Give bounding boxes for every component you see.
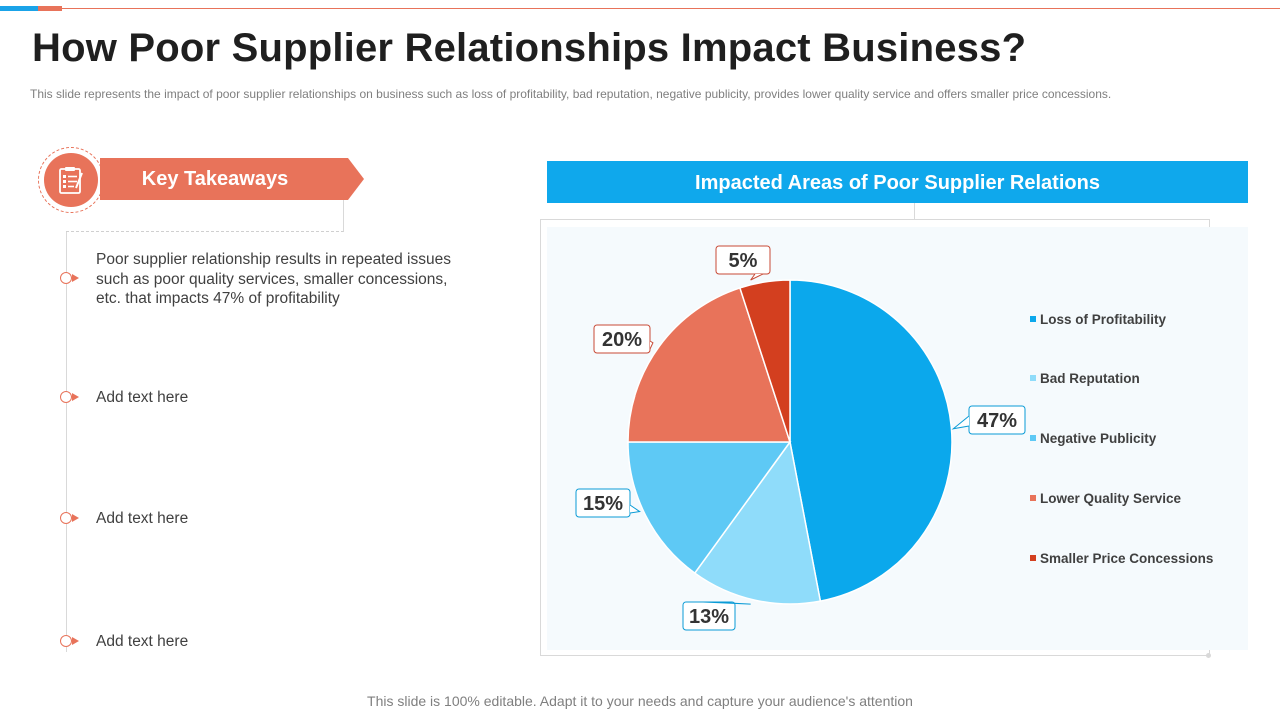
pie-slice-loss-of-profitability	[789, 279, 953, 603]
legend-item-lower-quality-service: Lower Quality Service	[1030, 491, 1181, 506]
takeaway-item: Add text here	[96, 510, 189, 527]
takeaways-heading: Key Takeaways	[141, 168, 289, 190]
pie-slice-smaller-price-concessions	[738, 279, 791, 443]
legend-item-loss-of-profitability: Loss of Profitability	[1030, 312, 1166, 327]
takeaways-icon-badge	[44, 153, 98, 207]
frame-dot	[1206, 653, 1211, 658]
top-rule	[0, 8, 1280, 9]
data-label-text: 47%	[977, 410, 1017, 432]
takeaway-item: Add text here	[96, 389, 189, 406]
checklist-icon	[59, 167, 83, 194]
legend-swatch	[1030, 555, 1036, 561]
legend-swatch	[1030, 495, 1036, 501]
data-label-text: 15%	[583, 493, 623, 515]
bullet-marker	[60, 512, 82, 524]
chart-title: Impacted Areas of Poor Supplier Relation…	[547, 161, 1248, 203]
data-label-pointer	[649, 340, 654, 350]
bullet-marker	[60, 272, 82, 284]
chart-frame-connector	[914, 203, 915, 219]
data-label-pointer	[951, 415, 970, 430]
data-label-negative-publicity: 15%	[575, 488, 641, 518]
legend-item-smaller-price-concessions: Smaller Price Concessions	[1030, 551, 1213, 566]
data-label-box	[593, 324, 651, 354]
data-label-text: 5%	[729, 250, 758, 272]
data-label-box	[575, 488, 631, 518]
legend-label: Smaller Price Concessions	[1040, 551, 1214, 566]
legend-label: Lower Quality Service	[1040, 491, 1182, 506]
legend-label: Bad Reputation	[1040, 371, 1140, 386]
data-label-smaller-price-concessions: 5%	[715, 245, 771, 281]
page-title: How Poor Supplier Relationships Impact B…	[32, 26, 1027, 70]
pie-slice-bad-reputation	[693, 440, 822, 605]
data-label-box	[715, 245, 771, 275]
legend-item-bad-reputation: Bad Reputation	[1030, 371, 1140, 386]
legend-swatch	[1030, 375, 1036, 381]
legend-label: Loss of Profitability	[1040, 312, 1167, 327]
top-accent-blue	[0, 6, 38, 11]
takeaways-timeline	[66, 232, 67, 652]
footer-note: This slide is 100% editable. Adapt it to…	[367, 693, 913, 709]
takeaways-bracket	[66, 200, 344, 232]
legend-item-negative-publicity: Negative Publicity	[1030, 431, 1156, 446]
data-label-bad-reputation: 13%	[682, 601, 751, 631]
page-subtitle: This slide represents the impact of poor…	[30, 87, 1112, 101]
legend-label: Negative Publicity	[1040, 431, 1157, 446]
takeaway-item: Add text here	[96, 633, 189, 650]
pie-slice-negative-publicity	[627, 441, 792, 575]
bullet-marker	[60, 391, 82, 403]
data-label-pointer	[750, 273, 764, 281]
data-label-pointer	[702, 601, 751, 605]
data-label-pointer	[629, 504, 641, 514]
data-label-text: 20%	[602, 329, 642, 351]
bullet-marker	[60, 635, 82, 647]
takeaways-banner	[100, 158, 364, 200]
data-label-text: 13%	[689, 606, 729, 628]
data-label-lower-quality-service: 20%	[593, 324, 654, 354]
data-label-loss-of-profitability: 47%	[951, 405, 1026, 435]
legend-swatch	[1030, 316, 1036, 322]
legend-swatch	[1030, 435, 1036, 441]
top-accent-orange	[38, 6, 62, 11]
takeaway-item: Poor supplier relationship results in re…	[96, 251, 451, 307]
pie-slice-lower-quality-service	[627, 286, 792, 443]
